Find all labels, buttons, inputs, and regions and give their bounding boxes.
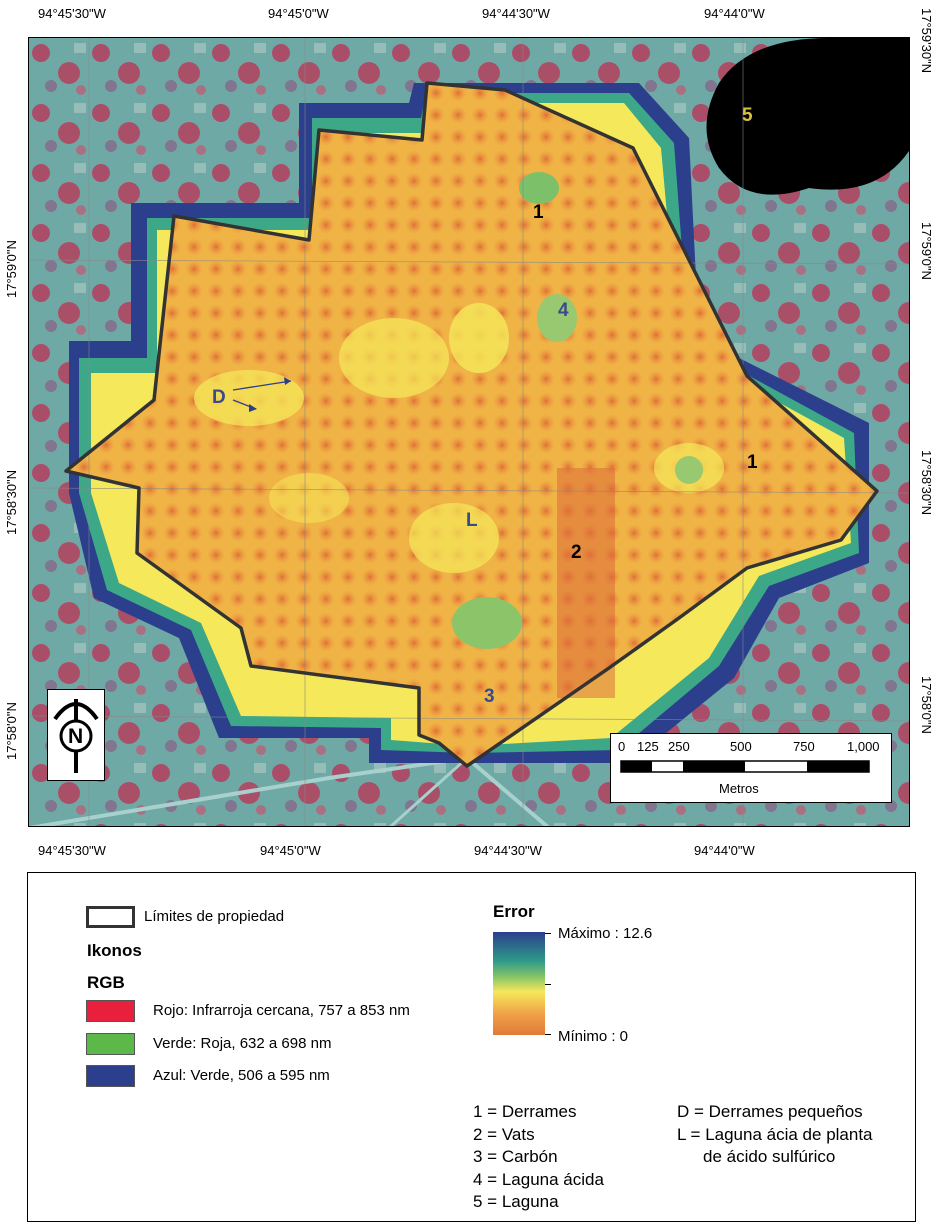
property-boundary <box>64 81 879 768</box>
min-error-band <box>557 468 615 698</box>
lake-area <box>706 38 909 195</box>
lon-label-top-3: 94°44'30"W <box>482 6 550 21</box>
lon-label-top-1: 94°45'30"W <box>38 6 106 21</box>
ramp-tick <box>545 933 551 934</box>
site-key-item: 4 = Laguna ácida <box>473 1169 604 1189</box>
legend-band-swatch-green <box>86 1033 135 1055</box>
legend-band-swatch-blue <box>86 1065 135 1087</box>
site-label-laguna: 5 <box>742 105 753 126</box>
scale-tick-label: 125 <box>637 739 659 754</box>
map-canvas <box>29 38 909 826</box>
map-frame: 1 1 2 3 4 5 D L N 0 125 250 500 750 1,00… <box>28 37 910 827</box>
north-label: N <box>68 725 84 748</box>
graticule <box>29 38 909 826</box>
scale-tick-label: 1,000 <box>847 739 880 754</box>
site-label-derrames: 1 <box>747 452 758 473</box>
site-key-item: D = Derrames pequeños <box>677 1102 863 1121</box>
site-label-derrames: 1 <box>533 202 544 223</box>
scale-tick-label: 500 <box>730 739 752 754</box>
lat-label-right-1: 17°59'30"N <box>919 8 934 74</box>
low-error-patch <box>449 303 509 373</box>
scale-tick-label: 750 <box>793 739 815 754</box>
site-key-item: 2 = Vats <box>473 1124 535 1144</box>
legend-band-label: Rojo: Infrarroja cercana, 757 a 853 nm <box>153 1002 410 1019</box>
lat-label-right-4: 17°58'0"N <box>919 676 934 734</box>
legend-rgb-title: RGB <box>87 973 125 992</box>
scale-tick-label: 0 <box>618 739 626 754</box>
error-surface <box>66 83 877 766</box>
high-error-patch <box>675 456 703 484</box>
legend-boundary-label: Límites de propiedad <box>144 908 285 925</box>
scale-bar-graphic <box>620 760 870 773</box>
site-label-laguna-acia: L <box>466 510 478 531</box>
scale-tick-label: 250 <box>668 739 690 754</box>
low-error-patch <box>339 318 449 398</box>
site-key-right: D = Derrames pequeños L = Laguna ácia de… <box>677 1101 873 1169</box>
site-label-laguna-acida: 4 <box>558 300 569 321</box>
north-arrow: N <box>47 689 105 781</box>
site-key-item: 3 = Carbón <box>473 1147 558 1166</box>
legend-error-min: Mínimo : 0 <box>558 1028 629 1045</box>
arrow-head <box>249 404 257 412</box>
low-error-patch <box>194 370 304 426</box>
lat-label-right-3: 17°58'30"N <box>919 450 934 516</box>
legend-error-max: Máximo : 12.6 <box>558 925 653 942</box>
high-error-patch <box>452 597 522 649</box>
high-error-patch <box>519 172 559 204</box>
north-arrow-icon <box>53 699 99 773</box>
low-error-patch <box>409 503 499 573</box>
arrow-head <box>284 377 291 385</box>
lon-label-bottom-3: 94°44'30"W <box>474 843 542 858</box>
scale-bar: 0 125 250 500 750 1,000 Metros <box>610 733 892 803</box>
ramp-tick <box>545 1034 551 1035</box>
site-label-vats: 2 <box>571 542 582 563</box>
site-label-carbon: 3 <box>484 686 495 707</box>
ramp-tick <box>545 984 551 985</box>
site-key-item: 1 = Derrames <box>473 1102 577 1121</box>
legend-band-label: Azul: Verde, 506 a 595 nm <box>153 1067 330 1084</box>
legend-panel <box>27 872 916 1222</box>
site-key-left: 1 = Derrames 2 = Vats 3 = Carbón 4 = Lag… <box>473 1101 604 1214</box>
legend-imagery-title: Ikonos <box>87 941 142 960</box>
lon-label-bottom-1: 94°45'30"W <box>38 843 106 858</box>
lon-label-top-4: 94°44'0"W <box>704 6 765 21</box>
lat-label-left-2: 17°58'30"N <box>4 469 19 535</box>
legend-error-title: Error <box>493 902 535 921</box>
legend-band-label: Verde: Roja, 632 a 698 nm <box>153 1035 332 1052</box>
scale-unit: Metros <box>719 781 759 796</box>
site-key-item: L = Laguna ácia de planta <box>677 1124 873 1144</box>
high-error-patch <box>537 294 577 342</box>
low-error-patch <box>269 473 349 523</box>
legend-boundary-swatch <box>86 906 135 928</box>
road-line <box>388 756 469 826</box>
lat-label-left-1: 17°59'0"N <box>4 240 19 298</box>
lon-label-top-2: 94°45'0"W <box>268 6 329 21</box>
site-label-derrames-pequenos: D <box>212 387 226 408</box>
pointer-arrow <box>232 380 292 391</box>
error-color-ramp <box>493 932 545 1035</box>
legend-band-swatch-red <box>86 1000 135 1022</box>
lon-label-bottom-2: 94°45'0"W <box>260 843 321 858</box>
site-key-item: 5 = Laguna <box>473 1192 559 1211</box>
lat-label-left-3: 17°58'0"N <box>4 702 19 760</box>
lat-label-right-2: 17°59'0"N <box>919 222 934 280</box>
site-key-item: de ácido sulfúrico <box>703 1147 836 1166</box>
lon-label-bottom-4: 94°44'0"W <box>694 843 755 858</box>
road-line <box>29 755 550 826</box>
